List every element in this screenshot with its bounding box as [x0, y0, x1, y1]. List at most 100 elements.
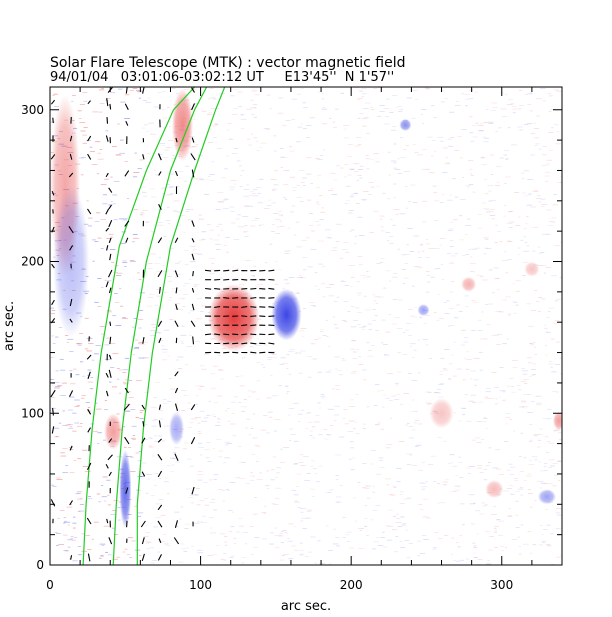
- field-vector: [109, 321, 112, 326]
- field-vector: [157, 237, 163, 244]
- field-vector: [158, 404, 162, 410]
- field-vector: [191, 486, 195, 495]
- field-vector: [190, 320, 196, 327]
- field-vector: [125, 487, 129, 494]
- field-vector: [50, 154, 56, 160]
- field-vector: [106, 117, 109, 124]
- field-vector: [191, 238, 195, 243]
- polarity-region-negative: [119, 449, 132, 529]
- polarity-region-positive: [171, 88, 194, 162]
- field-vector: [124, 436, 130, 445]
- field-vector: [191, 169, 195, 178]
- field-vector: [87, 135, 92, 142]
- field-vector: [51, 299, 55, 306]
- field-vector: [157, 270, 163, 278]
- field-vector: [108, 269, 113, 278]
- field-vector: [241, 315, 248, 318]
- field-vector: [241, 278, 248, 281]
- field-vector: [268, 315, 275, 317]
- field-vector: [191, 103, 196, 111]
- field-vector: [259, 351, 266, 354]
- field-vector: [223, 269, 230, 272]
- field-vector: [87, 153, 92, 160]
- field-vector: [108, 438, 113, 443]
- field-vector: [157, 320, 163, 327]
- field-vector: [192, 271, 194, 277]
- field-vector: [69, 153, 73, 160]
- field-vector: [158, 203, 162, 210]
- field-vector: [205, 269, 212, 272]
- polarity-region-positive: [461, 276, 477, 292]
- field-vector: [142, 87, 145, 94]
- field-vector: [51, 426, 55, 434]
- field-vector: [268, 306, 275, 308]
- field-vector: [108, 354, 112, 360]
- limb-contours: [82, 87, 226, 565]
- field-vector: [223, 342, 230, 345]
- field-vector: [214, 287, 221, 290]
- polarity-region-positive: [104, 413, 123, 450]
- polarity-region-negative: [271, 288, 302, 341]
- plot-frame: [49, 86, 563, 566]
- field-vector: [124, 220, 130, 227]
- field-vector: [108, 537, 113, 545]
- field-vector: [125, 237, 129, 243]
- contour-inner: [136, 87, 226, 565]
- field-vector: [105, 135, 109, 142]
- field-vector: [157, 153, 162, 161]
- field-vector: [174, 237, 179, 243]
- field-vector: [87, 408, 92, 415]
- field-vector: [175, 287, 178, 294]
- field-vector: [268, 287, 275, 290]
- x-tick-label: 200: [340, 578, 363, 592]
- field-vector: [109, 253, 112, 261]
- field-vector: [268, 278, 275, 281]
- field-vector: [232, 297, 239, 299]
- field-vector: [109, 103, 112, 110]
- y-axis-label: arc sec.: [2, 301, 17, 351]
- field-vector: [158, 420, 162, 428]
- field-vector: [157, 504, 163, 511]
- polarity-region-negative: [417, 303, 430, 317]
- field-vector: [125, 87, 128, 94]
- field-vector: [105, 390, 109, 397]
- field-vector: [124, 170, 130, 177]
- contour-middle: [112, 87, 208, 565]
- field-vector: [268, 297, 275, 299]
- field-vector: [192, 336, 195, 345]
- field-vector: [250, 287, 257, 290]
- field-vector: [108, 187, 113, 193]
- field-vector: [158, 286, 161, 294]
- field-vector: [259, 269, 266, 272]
- field-vector: [157, 554, 162, 561]
- field-vector: [108, 369, 112, 378]
- field-vector: [125, 120, 129, 126]
- contour-outer: [82, 87, 196, 565]
- field-vector: [69, 245, 74, 251]
- field-vector: [232, 333, 239, 336]
- field-vector: [140, 520, 146, 528]
- field-vector: [250, 333, 257, 336]
- field-vector: [105, 172, 109, 178]
- plot-area: [50, 87, 562, 565]
- field-vector: [52, 407, 54, 416]
- field-vector: [205, 333, 212, 336]
- field-vector: [223, 297, 230, 299]
- field-vector: [68, 225, 74, 234]
- field-vector: [191, 137, 195, 143]
- field-vector: [141, 553, 145, 562]
- field-vector: [142, 337, 145, 344]
- field-vector: [174, 520, 179, 528]
- y-tick-label: 100: [21, 406, 44, 420]
- field-vector: [141, 437, 146, 444]
- polarity-region-negative: [399, 118, 412, 132]
- field-vector: [250, 324, 257, 327]
- field-vector: [157, 438, 162, 443]
- field-vector: [190, 404, 196, 411]
- field-vector: [108, 287, 112, 294]
- field-vector: [223, 333, 230, 336]
- field-vector: [174, 270, 179, 277]
- axis-ticks: 0 100 200 300 0 100 200 300: [21, 87, 563, 592]
- field-vector: [174, 387, 179, 394]
